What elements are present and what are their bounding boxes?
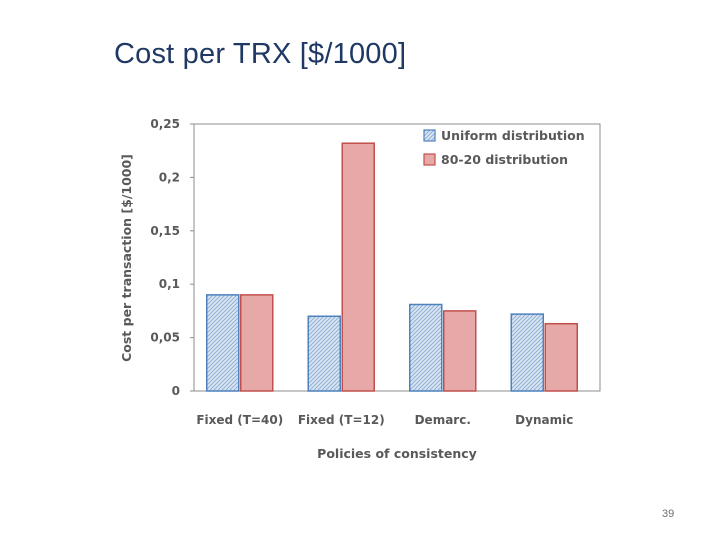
- bar-uniform-distribution: [307, 315, 341, 392]
- legend-swatch: [423, 153, 436, 166]
- x-tick-label: Fixed (T=40): [196, 413, 283, 427]
- y-tick-label: 0,1: [159, 277, 180, 291]
- page-number: 39: [662, 508, 675, 520]
- x-tick-label: Dynamic: [515, 413, 573, 427]
- y-tick-label: 0: [172, 384, 180, 398]
- bar-80-20-distribution: [443, 310, 477, 392]
- bar-uniform-distribution: [409, 303, 443, 392]
- x-tick-label: Fixed (T=12): [298, 413, 385, 427]
- bar-uniform-distribution: [206, 294, 240, 392]
- legend-label: 80-20 distribution: [441, 152, 568, 167]
- y-tick-label: 0,2: [159, 170, 180, 184]
- bar-uniform-distribution: [510, 313, 544, 392]
- y-axis-title: Cost per transaction [$/1000]: [119, 154, 134, 362]
- y-tick-label: 0,15: [150, 224, 180, 238]
- x-axis-title: Policies of consistency: [317, 446, 477, 461]
- bar-80-20-distribution: [544, 322, 578, 392]
- y-tick-label: 0,05: [150, 331, 180, 345]
- legend-swatch: [423, 129, 436, 142]
- x-tick-label: Demarc.: [415, 413, 471, 427]
- bar-80-20-distribution: [341, 142, 375, 392]
- legend-label: Uniform distribution: [441, 128, 585, 143]
- slide-title: Cost per TRX [$/1000]: [114, 38, 407, 70]
- bar-80-20-distribution: [240, 294, 274, 392]
- y-tick-label: 0,25: [150, 117, 180, 131]
